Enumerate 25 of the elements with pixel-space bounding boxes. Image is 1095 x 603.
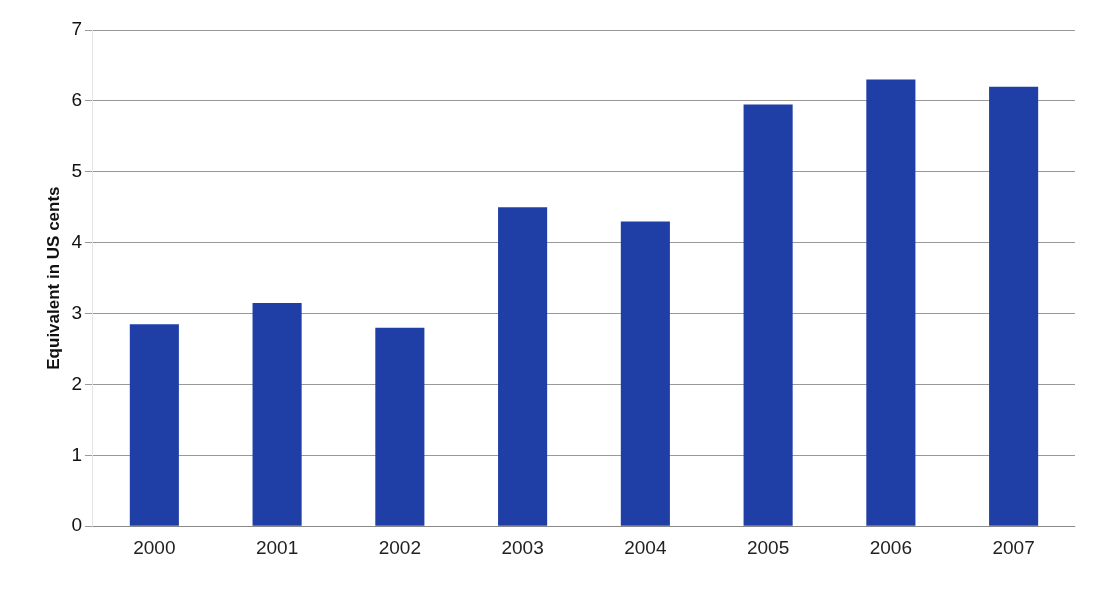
y-tick-label: 0 xyxy=(71,514,82,536)
bar xyxy=(620,221,670,526)
y-axis-title: Equivalent in US cents xyxy=(43,186,63,370)
x-tick-label: 2004 xyxy=(624,536,667,558)
y-tick-label: 5 xyxy=(71,160,82,182)
y-tick-label: 1 xyxy=(71,443,82,465)
bar xyxy=(498,207,548,526)
x-tick-label: 2001 xyxy=(255,536,299,558)
x-tick-label: 2000 xyxy=(133,536,176,558)
y-tick-label: 4 xyxy=(71,230,83,252)
y-tick-label: 7 xyxy=(71,18,82,40)
bar xyxy=(252,302,302,526)
bar xyxy=(743,104,793,526)
bar xyxy=(989,86,1039,526)
x-tick-label: 2003 xyxy=(501,536,544,558)
y-tick-label: 2 xyxy=(71,372,82,394)
y-tick-label: 3 xyxy=(71,301,82,323)
x-tick-label: 2006 xyxy=(869,536,913,558)
y-tick-label: 6 xyxy=(71,89,82,111)
x-tick-label: 2002 xyxy=(378,536,421,558)
bar xyxy=(129,324,179,526)
bar xyxy=(375,327,425,526)
x-tick-label: 2007 xyxy=(992,536,1035,558)
x-tick-label: 2005 xyxy=(746,536,790,558)
bar xyxy=(866,79,916,526)
